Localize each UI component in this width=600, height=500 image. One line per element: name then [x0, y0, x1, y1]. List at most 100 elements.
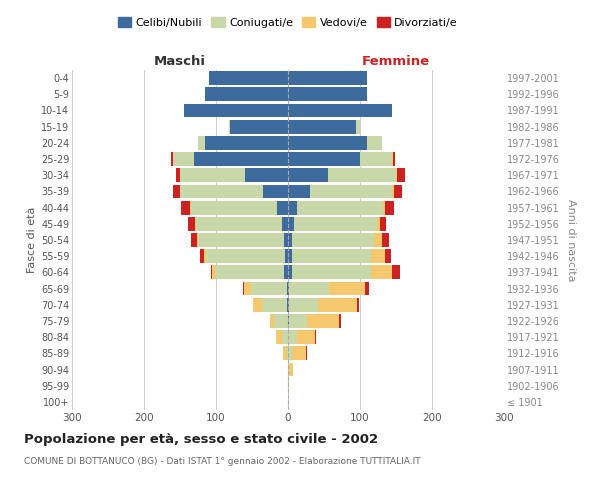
Bar — [357, 298, 359, 312]
Bar — [180, 184, 263, 198]
Text: Femmine: Femmine — [362, 54, 430, 68]
Bar — [288, 152, 360, 166]
Bar — [230, 120, 288, 134]
Bar — [195, 217, 196, 230]
Bar — [288, 168, 328, 182]
Bar — [188, 217, 195, 230]
Bar — [288, 184, 310, 198]
Bar — [287, 346, 288, 360]
Bar — [360, 152, 392, 166]
Bar — [180, 168, 245, 182]
Bar — [277, 330, 282, 344]
Bar — [191, 200, 277, 214]
Legend: Celibi/Nubili, Coniugati/e, Vedovi/e, Divorziati/e: Celibi/Nubili, Coniugati/e, Vedovi/e, Di… — [113, 13, 463, 32]
Bar — [200, 250, 204, 263]
Bar — [282, 217, 288, 230]
Bar — [184, 104, 288, 118]
Bar — [198, 233, 284, 247]
Bar — [288, 266, 292, 280]
Bar — [288, 298, 289, 312]
Bar — [328, 168, 396, 182]
Y-axis label: Fasce di età: Fasce di età — [26, 207, 37, 273]
Bar — [287, 282, 288, 296]
Bar — [289, 298, 317, 312]
Bar — [172, 152, 173, 166]
Bar — [374, 233, 382, 247]
Bar — [263, 184, 288, 198]
Bar — [274, 314, 288, 328]
Bar — [288, 282, 289, 296]
Bar — [277, 200, 288, 214]
Bar — [289, 314, 307, 328]
Bar — [204, 250, 206, 263]
Bar — [288, 346, 292, 360]
Bar — [288, 330, 296, 344]
Bar — [394, 184, 403, 198]
Text: Popolazione per età, sesso e stato civile - 2002: Popolazione per età, sesso e stato civil… — [24, 432, 378, 446]
Bar — [284, 233, 288, 247]
Bar — [296, 200, 383, 214]
Bar — [288, 104, 392, 118]
Bar — [292, 233, 374, 247]
Text: COMUNE DI BOTTANUCO (BG) - Dati ISTAT 1° gennaio 2002 - Elaborazione TUTTITALIA.: COMUNE DI BOTTANUCO (BG) - Dati ISTAT 1°… — [24, 458, 421, 466]
Bar — [292, 266, 371, 280]
Bar — [356, 120, 360, 134]
Bar — [197, 233, 198, 247]
Bar — [367, 136, 382, 149]
Y-axis label: Anni di nascita: Anni di nascita — [566, 198, 577, 281]
Bar — [307, 314, 339, 328]
Bar — [296, 330, 314, 344]
Bar — [288, 217, 294, 230]
Bar — [190, 200, 191, 214]
Bar — [377, 217, 380, 230]
Bar — [329, 282, 365, 296]
Bar — [253, 298, 262, 312]
Bar — [371, 266, 392, 280]
Bar — [365, 282, 368, 296]
Bar — [288, 200, 296, 214]
Bar — [270, 314, 274, 328]
Bar — [288, 233, 292, 247]
Bar — [216, 266, 284, 280]
Bar — [262, 298, 287, 312]
Bar — [173, 184, 180, 198]
Bar — [212, 266, 216, 280]
Bar — [380, 217, 386, 230]
Bar — [173, 152, 194, 166]
Bar — [383, 200, 385, 214]
Bar — [289, 362, 293, 376]
Bar — [385, 250, 391, 263]
Bar — [289, 282, 329, 296]
Bar — [283, 346, 287, 360]
Bar — [242, 282, 244, 296]
Bar — [198, 136, 205, 149]
Bar — [284, 266, 288, 280]
Bar — [282, 330, 288, 344]
Bar — [211, 266, 212, 280]
Bar — [317, 298, 357, 312]
Bar — [209, 71, 288, 85]
Bar — [196, 217, 282, 230]
Bar — [205, 136, 288, 149]
Bar — [194, 152, 288, 166]
Bar — [251, 282, 287, 296]
Bar — [292, 346, 306, 360]
Bar — [292, 250, 371, 263]
Bar — [385, 200, 394, 214]
Bar — [310, 184, 392, 198]
Bar — [245, 168, 288, 182]
Bar — [314, 330, 316, 344]
Bar — [392, 266, 400, 280]
Bar — [339, 314, 341, 328]
Bar — [191, 233, 197, 247]
Bar — [229, 120, 230, 134]
Bar — [288, 379, 289, 392]
Bar — [382, 233, 389, 247]
Bar — [294, 217, 377, 230]
Bar — [176, 168, 180, 182]
Bar — [285, 250, 288, 263]
Bar — [288, 136, 367, 149]
Bar — [288, 88, 367, 101]
Bar — [288, 314, 289, 328]
Bar — [393, 152, 395, 166]
